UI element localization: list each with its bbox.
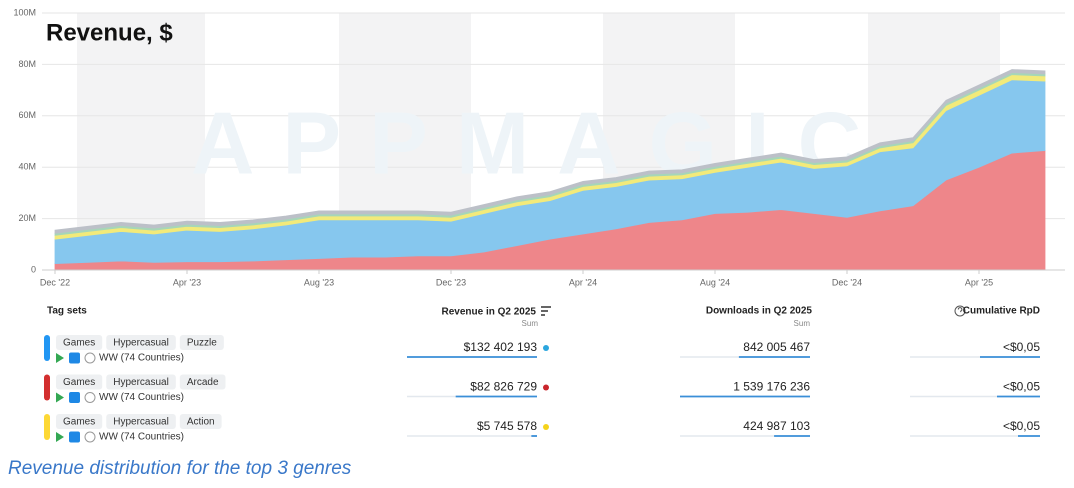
help-icon-mark xyxy=(957,307,963,313)
x-tick-label: Aug '24 xyxy=(700,277,730,287)
tag-chip xyxy=(179,374,226,390)
downloads: 842 005 467 xyxy=(743,340,810,354)
revenue: $82 826 729 xyxy=(470,380,537,394)
appstore-icon xyxy=(69,431,80,443)
tag-label: Puzzle xyxy=(187,338,217,349)
tag-label: Arcade xyxy=(187,377,219,388)
row-color xyxy=(44,414,50,440)
globe-icon xyxy=(84,431,96,443)
header[interactable]: Revenue in Q2 2025 xyxy=(442,307,537,318)
y-tick-label: 100M xyxy=(13,7,36,17)
tag-chip xyxy=(106,414,176,429)
tag-label: Hypercasual xyxy=(113,377,169,388)
y-tick-label: 80M xyxy=(18,59,36,69)
revenue: $5 745 578 xyxy=(477,419,537,433)
tag-chip xyxy=(56,414,103,429)
globe-icon xyxy=(84,352,96,364)
rpd: <$0,05 xyxy=(1003,340,1040,354)
tag-chip xyxy=(56,335,103,350)
appstore-icon xyxy=(69,392,80,403)
chart-title: Revenue, $ xyxy=(46,19,173,46)
globe-icon xyxy=(84,392,96,403)
header: Cumulative RpD xyxy=(963,306,1040,317)
downloads: 1 539 176 236 xyxy=(733,380,810,394)
rpd: <$0,05 xyxy=(1003,380,1040,394)
x-tick-label: Dec '24 xyxy=(832,277,862,287)
tag-label: Games xyxy=(63,338,95,349)
header[interactable]: Downloads in Q2 2025 xyxy=(706,306,813,317)
region: WW (74 Countries) xyxy=(99,392,184,403)
x-axis: Dec '22 Apr '23 Aug '23 Dec '23 Apr '24 Aug '… xyxy=(40,269,1065,287)
header-sub: Sum xyxy=(522,319,539,328)
appstore-icon xyxy=(69,352,80,364)
x-tick-label: Apr '23 xyxy=(173,277,201,287)
series-dot xyxy=(543,345,549,351)
tag-label: Action xyxy=(187,417,215,428)
y-tick-label: 60M xyxy=(18,110,36,120)
tag-label: Hypercasual xyxy=(113,417,169,428)
x-tick-label: Apr '24 xyxy=(569,277,597,287)
region: WW (74 Countries) xyxy=(99,353,184,364)
x-tick-label: Dec '23 xyxy=(436,277,466,287)
x-tick-label: Apr '25 xyxy=(965,277,993,287)
x-tick-label: Aug '23 xyxy=(304,277,334,287)
caption: Revenue distribution for the top 3 genre… xyxy=(8,458,352,479)
tag-chip xyxy=(106,374,176,390)
y-tick-label: 40M xyxy=(18,162,36,172)
y-tick-label: 20M xyxy=(18,213,36,223)
header-sub: Sum xyxy=(794,319,811,328)
rpd: <$0,05 xyxy=(1003,419,1040,433)
table-header: Tag sets Revenue in Q2 2025 Sum Download… xyxy=(47,305,1040,328)
y-tick-label: 0 xyxy=(31,264,36,274)
downloads: 424 987 103 xyxy=(743,419,810,433)
tag-label: Hypercasual xyxy=(113,338,169,349)
sort-icon[interactable] xyxy=(541,306,551,316)
play-icon xyxy=(56,432,64,442)
tag-label: Games xyxy=(63,417,95,428)
area-series xyxy=(54,69,1046,234)
play-icon xyxy=(56,392,64,403)
tag-chip xyxy=(179,335,224,350)
tag-label: Games xyxy=(63,377,95,388)
row-color xyxy=(44,335,50,361)
header: Tag sets xyxy=(47,306,87,317)
revenue: $132 402 193 xyxy=(464,340,538,354)
x-tick-label: Dec '22 xyxy=(40,277,70,287)
tag-chip xyxy=(56,374,103,390)
series-dot xyxy=(543,384,549,391)
help-icon[interactable] xyxy=(954,305,966,317)
tag-chip xyxy=(179,414,222,429)
play-icon xyxy=(56,353,64,363)
region: WW (74 Countries) xyxy=(99,432,184,443)
row-color xyxy=(44,374,50,401)
series-dot xyxy=(543,424,549,430)
tag-chip xyxy=(106,335,176,350)
